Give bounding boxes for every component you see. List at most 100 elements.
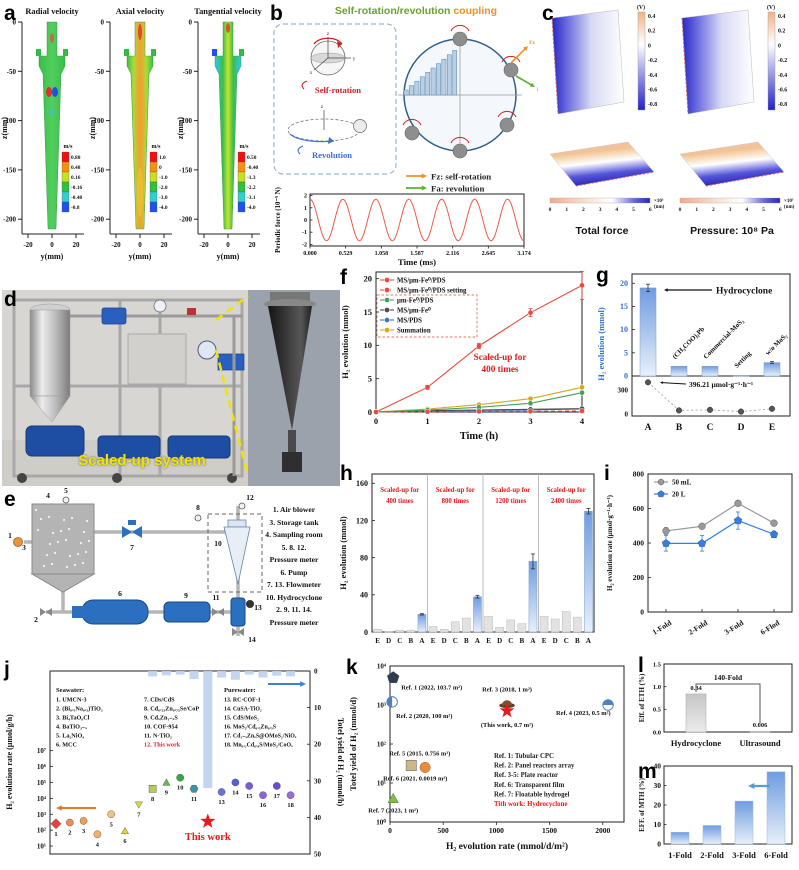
reference-point (499, 703, 515, 718)
panel-l-chart: 0.00.51.01.50.840.006140-FoldHydrocyclon… (638, 661, 793, 748)
legend-item: 10. COF-954 (144, 724, 178, 731)
colorbar-unit: m/s (64, 144, 74, 150)
data-point (698, 522, 706, 530)
colorbar-segment (61, 171, 70, 183)
tick-label: 10 (654, 820, 662, 829)
legend-marker (657, 478, 665, 486)
bar (701, 366, 719, 377)
scale-unit: (nm) (654, 205, 665, 210)
flowmeter-bowtie (132, 526, 142, 538)
x-axis-label: Time (ms) (398, 257, 436, 267)
legend-item: Ref. 6: Transparent film (494, 782, 565, 789)
legend-label: 50 mL (672, 479, 692, 487)
air-blower (13, 537, 23, 547)
group-annotation: Scaled-up for (436, 487, 475, 494)
colorbar-tick: -0.4 (648, 73, 657, 79)
legend-line: 7. 13. Flowmeter (267, 580, 321, 590)
fz-label: Fz: self-rotation (431, 172, 491, 182)
histogram-bar (436, 63, 441, 96)
component-number: 2 (34, 615, 38, 624)
histogram-bar (403, 89, 409, 96)
cyclone-tip (288, 430, 296, 452)
legend-line: 3. Storage tank (269, 517, 319, 527)
bubble (65, 565, 69, 569)
legend-item: 5. La₂NiO₄ (56, 733, 84, 740)
tick-label: 0 (304, 218, 307, 224)
tick-label: 6 (649, 207, 652, 213)
tick-label: 6 (779, 207, 782, 213)
panel-label-i: i (604, 462, 610, 485)
legend-marker (384, 307, 390, 313)
colorbar-segment (149, 181, 158, 193)
category-label: 6-Fold (764, 850, 788, 860)
legend-title: Seawater: (56, 687, 84, 694)
fa-label: Fa: revolution (431, 184, 484, 194)
bubble (45, 553, 49, 557)
category-label: B (520, 637, 525, 645)
histogram-bar (441, 58, 447, 96)
contour-blob (50, 33, 54, 43)
panel-label-h: h (340, 462, 353, 485)
category-label: 3-Fold (732, 850, 756, 860)
panel-c: c (V) 0.4 0.2 0 -0.2 -0.4 -0.6 -0.8 0 1 2 3 4 5 6 ×10³(… (538, 2, 799, 264)
colorbar-unit: (V) (637, 4, 645, 11)
rate-dot (644, 379, 652, 386)
bubble (68, 554, 72, 558)
flowmeter-vertical (230, 597, 246, 627)
group-annotation: 1200 times (495, 498, 526, 505)
valve (238, 628, 244, 636)
contour-blob (135, 74, 145, 150)
colorbar-tick: 0 (648, 43, 651, 49)
category-label: D (386, 637, 391, 645)
legend-line: 5. 8. 12. (281, 542, 307, 552)
bar (550, 618, 560, 633)
point-number: 13 (218, 799, 224, 806)
valve-handle (187, 308, 196, 315)
data-point (661, 539, 671, 547)
yield-bar (258, 671, 268, 678)
contour-tab (36, 49, 41, 56)
data-point (259, 791, 267, 799)
y-axis-label: H₂ evolution (mmol) (596, 307, 606, 381)
self-rotation-glyph (301, 80, 308, 90)
colorbar-segment (149, 171, 158, 183)
colorbar-segment (237, 181, 246, 193)
legend-item: 1. UMCN-3 (56, 697, 87, 704)
flowmeter-dial (246, 600, 254, 608)
legend-item: 13. RC-COF-1 (224, 698, 261, 704)
plate-3d-view (679, 141, 785, 187)
point-label: Ref. 3 (2018, 1 m²) (482, 686, 532, 693)
colorbar-tick: -2.2 (247, 185, 256, 191)
bubble (81, 561, 85, 565)
category-label: A (475, 637, 480, 645)
category-label: A (530, 637, 535, 645)
series-line (665, 502, 775, 532)
legend-highlight-box (376, 294, 478, 338)
category-label: E (375, 637, 380, 645)
legend-line: 6. Pump (280, 567, 308, 577)
category-label: D (442, 637, 447, 645)
tick-label: 0 (625, 410, 629, 418)
data-point (189, 785, 199, 793)
colorbar-segment (237, 151, 246, 163)
tick-label: -20 (23, 241, 33, 249)
pressure-gauge (62, 496, 70, 504)
tick-label: 6-Flod (759, 618, 782, 637)
scale-unit: ×10³ (654, 198, 664, 204)
tick-label: 400 (633, 539, 645, 548)
panel-f-chart: 0 5 10 15 20 0 1 2 3 4 Time (h) H₂ evolution (mmol)… (340, 270, 585, 442)
legend-item: 4. BaTiO₃₋ₓ (56, 724, 87, 731)
tick-label: -50 (7, 68, 17, 76)
tick-label: 0 (314, 668, 318, 676)
data-point (527, 400, 534, 407)
tick-label: 20 (364, 273, 373, 283)
contour-blob (212, 49, 217, 56)
colorbar-segment (149, 201, 158, 213)
bubble (53, 551, 57, 555)
bar (373, 628, 382, 633)
tick-label: 3-Fold (723, 618, 746, 637)
bubble (87, 539, 91, 543)
tick-label: -1 (302, 230, 307, 236)
legend-item: 2. (Bi₀.₅Na₀.₅)TiO₃ (56, 706, 103, 713)
legend-marker (384, 297, 390, 303)
